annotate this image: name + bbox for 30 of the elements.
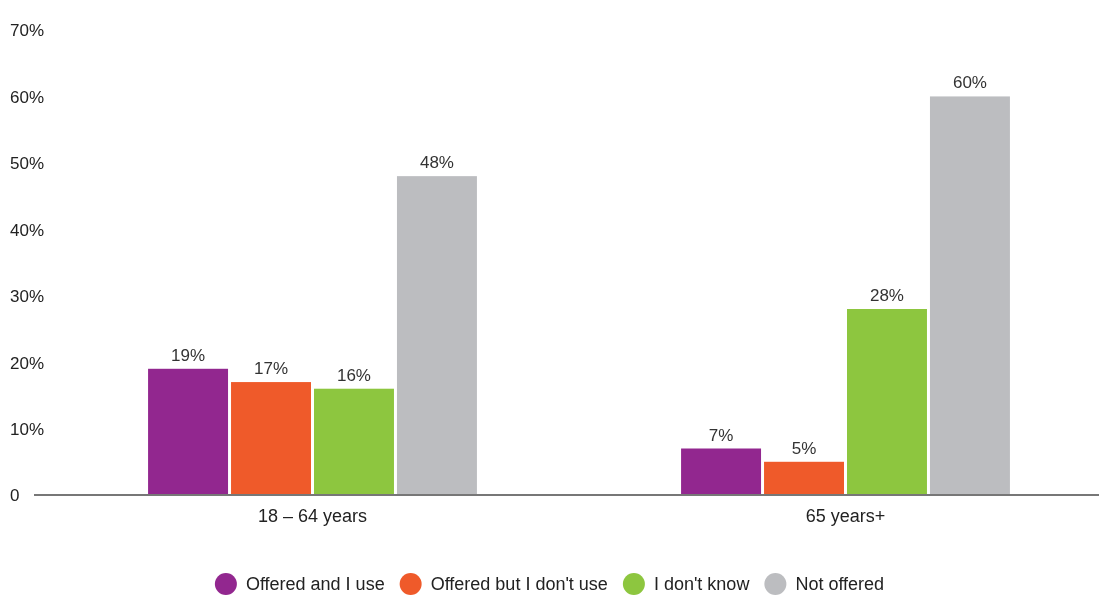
bar — [396, 176, 477, 495]
legend-label: Offered and I use — [245, 574, 385, 594]
bar — [148, 368, 229, 495]
y-tick-label: 60% — [10, 87, 45, 107]
data-label: 19% — [171, 345, 206, 365]
bar — [681, 448, 762, 495]
y-tick-label: 10% — [10, 420, 45, 440]
y-tick-label: 70% — [10, 21, 45, 41]
y-tick-label: 40% — [10, 220, 45, 240]
y-tick-label: 0 — [10, 486, 20, 506]
data-label: 17% — [254, 359, 289, 379]
data-label: 60% — [952, 73, 987, 93]
data-label: 16% — [336, 365, 371, 385]
data-label: 7% — [708, 425, 734, 445]
bar — [847, 309, 927, 495]
y-tick-label: 20% — [10, 353, 45, 373]
x-tick-label: 18 – 64 years — [257, 505, 368, 526]
data-label: 28% — [869, 286, 904, 305]
legend-label: Not offered — [795, 574, 885, 594]
bar — [929, 96, 1010, 495]
legend-label: I don't know — [653, 574, 751, 594]
bar — [314, 388, 394, 495]
data-label: 48% — [419, 153, 454, 173]
bar — [764, 461, 844, 495]
y-tick-label: 30% — [10, 287, 45, 307]
data-label: 5% — [791, 438, 817, 458]
bar — [231, 382, 311, 495]
y-tick-label: 50% — [10, 154, 45, 174]
x-tick-label: 65 years+ — [805, 505, 886, 526]
legend-label: Offered but I don't use — [430, 574, 608, 594]
